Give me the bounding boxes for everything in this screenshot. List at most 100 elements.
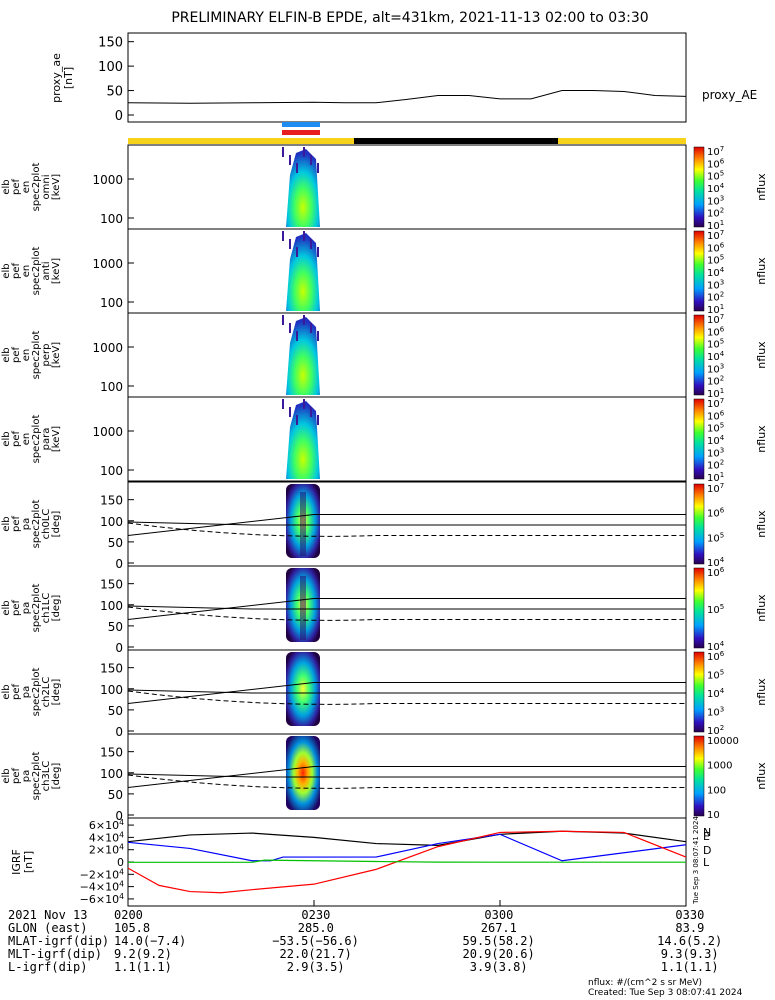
spectrogram-panel: 1000100elbpefenspec2plotperp[keV]1071061… [1,312,768,400]
igrf-series-E [127,833,687,862]
sparse-pixel [296,163,298,173]
igrf-ytick-label: 6×104 [89,818,124,832]
ytick-label: 0 [115,641,123,655]
igrf-series-L [128,859,686,863]
igrf-ytick-label: 4×104 [89,830,124,844]
science-zone-red-marker [282,130,320,135]
igrf-ytick-label: 2×104 [89,843,124,857]
colorbar-tick-label: 102 [707,291,724,304]
colorbar-tick-label: 103 [707,362,724,375]
spectrogram-panel: 1000100elbpefenspec2plotomni[keV]1071061… [1,144,768,232]
perpendicular-line [127,521,686,526]
colorbar-tick-label: 106 [707,241,725,254]
anti-loss-cone-line [127,690,686,705]
colorbar [693,230,705,312]
sparse-pixel [310,155,312,165]
orbit-row-label: 2021 Nov 13 [8,908,88,922]
orbit-row-value: 285.0 [297,921,334,935]
colorbar-tick-label: 105 [707,531,724,544]
colorbar-tick-label: 105 [707,603,724,616]
ytick-label: 100 [100,212,123,226]
ytick-label: 50 [108,620,123,634]
perpendicular-line [127,605,686,610]
colorbar-label: nflux [755,594,768,622]
panel-ylabel: elbpefpaspec2plotch2LC[deg] [1,668,62,717]
spectrogram-panel: 150 100 50 0 elbpefpaspec2plotch1LC[deg] 106 1… [1,565,768,655]
igrf-legend-L: L [703,856,710,869]
orbit-row-value: 20.9(20.6) [462,947,535,961]
ae-ytick-label: 150 [98,36,123,51]
panel-ylabel: elbpefenspec2plotomni[keV] [1,163,62,212]
spectrogram-panels: 1000100elbpefenspec2plotomni[keV]1071061… [1,144,768,823]
panel-frame [127,144,687,230]
ytick-label: 100 [100,683,123,697]
orbit-row-label: GLON (east) [8,921,88,935]
sparse-pixel [303,231,305,241]
igrf-series-D [127,830,687,894]
orbit-row-value: 3.9(3.8) [469,960,528,974]
spectrogram-panel: 150 100 50 0 elbpefpaspec2plotch0LC[deg] 107 1… [1,481,768,571]
ytick-label: 100 [100,599,123,613]
sparse-pixel [289,323,291,333]
sparse-pixel [296,415,298,425]
anti-loss-cone-line [127,606,686,621]
ytick-label: 0 [115,725,123,739]
colorbar-tick-label: 105 [707,170,724,183]
colorbar-tick-label: 104 [707,182,725,195]
igrf-legend-E: E [703,830,710,843]
colorbar-tick-label: 107 [707,229,724,242]
energy-spectrum-blob [286,233,320,311]
colorbar-tick-label: 105 [707,422,724,435]
colorbar-tick-label: 107 [707,482,724,495]
colorbar [693,314,705,396]
sparse-pixel [310,323,312,333]
orbit-row-value: 59.5(58.2) [462,934,535,948]
status-bar-yellow-right [558,138,686,144]
colorbar-tick-label: 104 [707,687,725,700]
orbit-row-value: 14.0(−7.4) [114,934,187,948]
ytick-label: 100 [100,380,123,394]
igrf-ytick-label: −6×104 [80,892,124,906]
sparse-pixel [303,399,305,409]
orbit-row-label: MLT-igrf(dip) [8,947,102,961]
colorbar-tick-label: 104 [707,434,725,447]
panel-ylabel: elbpefpaspec2plotch3LC[deg] [1,752,62,801]
loss-cone-line [127,597,686,621]
sparse-pixel [317,331,319,341]
perpendicular-line [127,689,686,694]
ytick-label: 100 [100,296,123,310]
igrf-ytick-label: −4×104 [80,880,124,894]
colorbar-tick-label: 107 [707,397,724,410]
colorbar-label: nflux [755,173,768,201]
orbit-row-value: 1.1(1.1) [114,960,172,974]
panel-ylabel: elbpefpaspec2plotch0LC[deg] [1,500,62,549]
colorbar-tick-label: 104 [707,350,725,363]
ae-ytick-label: 100 [98,60,123,75]
colorbar [693,398,705,480]
orbit-row-value: 0300 [484,908,514,922]
orbit-row-label: L-igrf(dip) [8,960,88,974]
orbit-row-value: 0230 [301,908,331,922]
loss-cone-line [127,765,686,789]
sparse-pixel [303,147,305,157]
orbit-row-value: 0200 [114,908,143,922]
ytick-label: 50 [108,536,123,550]
sparse-pixel [317,415,319,425]
pitch-angle-gap [300,492,306,556]
sparse-pixel [289,239,291,249]
loss-cone-line [127,681,686,705]
ytick-label: 50 [108,788,123,802]
sparse-pixel [317,163,319,173]
colorbar-tick-label: 106 [707,650,725,663]
orbit-row-value: 105.8 [114,921,151,935]
colorbar-tick-label: 10 [707,810,720,821]
colorbar [693,735,705,817]
igrf-series-N [127,830,687,846]
orbit-row-label: MLAT-igrf(dip) [8,934,110,948]
colorbar-tick-label: 107 [707,145,724,158]
status-bar-black [354,138,558,144]
energy-spectrum-blob [286,317,320,395]
colorbar-label: nflux [755,257,768,285]
